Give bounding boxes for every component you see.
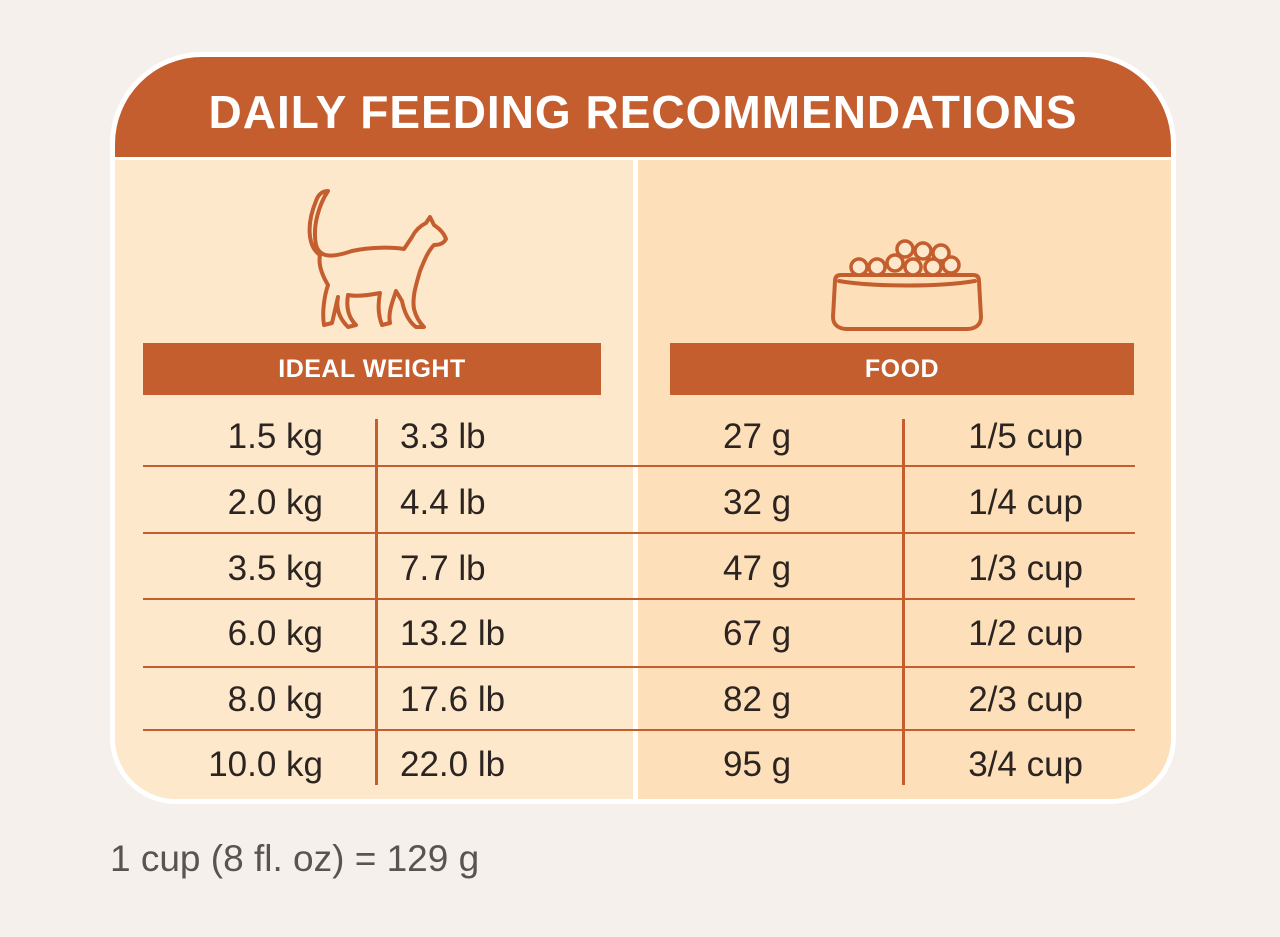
weight-kg-cell: 8.0 kg bbox=[227, 680, 323, 719]
weight-lb-cell: 3.3 lb bbox=[400, 417, 486, 456]
weight-kg-cell: 3.5 kg bbox=[227, 549, 323, 588]
food-grams-cell: 47 g bbox=[723, 549, 792, 588]
food-cups-cell: 2/3 cup bbox=[968, 680, 1083, 719]
column-header-ideal-weight: IDEAL WEIGHT bbox=[143, 343, 601, 395]
weight-kg-cell: 10.0 kg bbox=[208, 745, 323, 784]
food-cups-cell: 1/5 cup bbox=[968, 417, 1083, 456]
weight-lb-cell: 22.0 lb bbox=[400, 745, 506, 784]
food-bowl-icon bbox=[831, 239, 983, 331]
header-divider bbox=[115, 157, 1171, 160]
weight-kg-cell: 2.0 kg bbox=[227, 483, 323, 522]
food-grams-cell: 95 g bbox=[723, 745, 792, 784]
row-divider bbox=[143, 598, 1135, 600]
weight-lb-cell: 13.2 lb bbox=[400, 614, 506, 653]
column-header-food: FOOD bbox=[670, 343, 1134, 395]
food-cups-cell: 1/3 cup bbox=[968, 549, 1083, 588]
row-divider bbox=[143, 666, 1135, 668]
page-title: DAILY FEEDING RECOMMENDATIONS bbox=[208, 86, 1078, 138]
row-divider bbox=[143, 532, 1135, 534]
weight-lb-cell: 4.4 lb bbox=[400, 483, 486, 522]
weight-kg-cell: 6.0 kg bbox=[227, 614, 323, 653]
column-divider bbox=[375, 419, 378, 785]
weight-lb-cell: 17.6 lb bbox=[400, 680, 506, 719]
food-grams-cell: 32 g bbox=[723, 483, 792, 522]
food-cups-cell: 1/2 cup bbox=[968, 614, 1083, 653]
weight-panel bbox=[115, 160, 633, 799]
cat-icon bbox=[307, 189, 448, 329]
weight-lb-cell: 7.7 lb bbox=[400, 549, 486, 588]
food-grams-cell: 82 g bbox=[723, 680, 792, 719]
food-grams-cell: 67 g bbox=[723, 614, 792, 653]
food-cups-cell: 3/4 cup bbox=[968, 745, 1083, 784]
row-divider bbox=[143, 465, 1135, 467]
row-divider bbox=[143, 729, 1135, 731]
card-header: DAILY FEEDING RECOMMENDATIONS bbox=[115, 57, 1171, 157]
weight-kg-cell: 1.5 kg bbox=[227, 417, 323, 456]
column-divider bbox=[902, 419, 905, 785]
food-grams-cell: 27 g bbox=[723, 417, 792, 456]
panel-divider bbox=[633, 157, 638, 799]
feeding-card: DAILY FEEDING RECOMMENDATIONS IDEAL WEIG… bbox=[110, 52, 1176, 804]
food-cups-cell: 1/4 cup bbox=[968, 483, 1083, 522]
cup-conversion-note: 1 cup (8 fl. oz) = 129 g bbox=[110, 838, 480, 879]
